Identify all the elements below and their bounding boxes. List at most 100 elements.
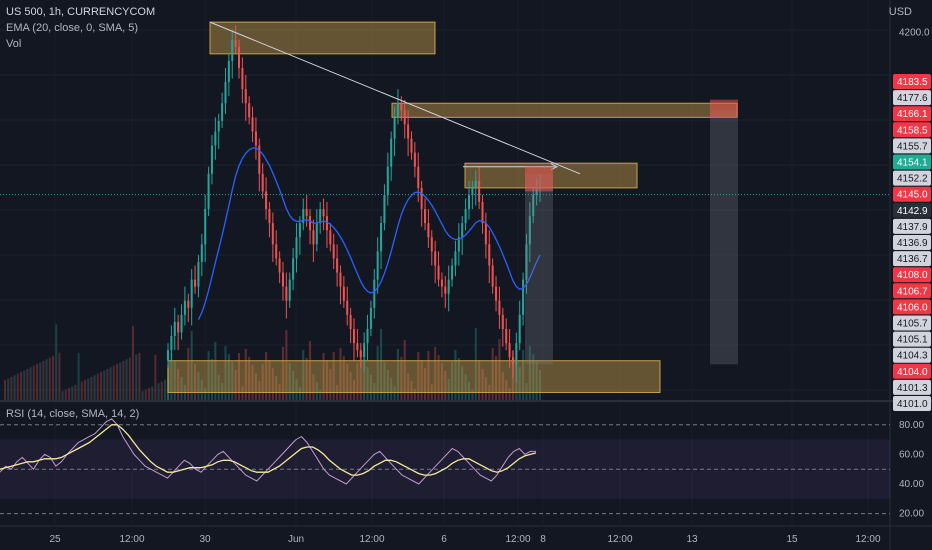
candle[interactable] [288, 279, 291, 301]
candle[interactable] [369, 307, 372, 329]
candle[interactable] [461, 223, 464, 238]
candle[interactable] [413, 152, 416, 167]
candle[interactable] [342, 286, 345, 301]
candle[interactable] [251, 117, 254, 132]
candle[interactable] [383, 194, 386, 224]
candle[interactable] [187, 300, 190, 308]
candle[interactable] [285, 286, 288, 301]
candle[interactable] [508, 343, 511, 358]
candle[interactable] [488, 244, 491, 266]
candle[interactable] [248, 103, 251, 118]
candle[interactable] [346, 300, 349, 315]
rsi-line[interactable] [0, 418, 536, 485]
rsi-legend[interactable]: RSI (14, close, SMA, 14, 2) [6, 408, 140, 420]
candle[interactable] [457, 237, 460, 252]
position-box-stop[interactable] [710, 99, 738, 118]
candle[interactable] [373, 279, 376, 308]
candle[interactable] [292, 258, 295, 280]
candle[interactable] [278, 258, 281, 273]
candle[interactable] [312, 230, 315, 245]
candle[interactable] [210, 145, 213, 174]
supply-demand-zone[interactable] [167, 360, 661, 393]
candle[interactable] [315, 223, 318, 245]
candle[interactable] [217, 120, 220, 132]
candle[interactable] [393, 117, 396, 139]
candle[interactable] [352, 328, 356, 344]
candle[interactable] [336, 258, 339, 273]
candle[interactable] [170, 336, 173, 351]
position-box-stop[interactable] [525, 166, 553, 192]
candle[interactable] [214, 131, 217, 146]
candle[interactable] [349, 314, 352, 329]
candle[interactable] [177, 321, 180, 333]
candle[interactable] [339, 272, 342, 287]
candle[interactable] [241, 67, 244, 90]
candle[interactable] [183, 300, 186, 315]
candle[interactable] [227, 60, 230, 83]
candle[interactable] [434, 251, 437, 266]
supply-demand-zone[interactable] [391, 102, 738, 118]
candle[interactable] [440, 279, 443, 287]
candle[interactable] [322, 209, 325, 217]
candle[interactable] [261, 173, 264, 192]
candle[interactable] [481, 202, 484, 224]
candle[interactable] [332, 244, 335, 259]
candle[interactable] [396, 103, 399, 118]
candle[interactable] [173, 321, 176, 337]
candle[interactable] [281, 272, 284, 287]
candle[interactable] [234, 39, 237, 47]
candle[interactable] [505, 328, 508, 344]
candle[interactable] [197, 261, 200, 287]
candle[interactable] [268, 209, 271, 224]
candle[interactable] [437, 265, 440, 280]
candle[interactable] [376, 251, 379, 280]
candle[interactable] [231, 39, 234, 61]
candle[interactable] [190, 279, 193, 308]
candle[interactable] [484, 223, 487, 245]
candle[interactable] [511, 357, 514, 365]
candle[interactable] [302, 209, 305, 224]
candle[interactable] [444, 286, 447, 294]
candle[interactable] [305, 209, 308, 217]
candle[interactable] [363, 343, 366, 358]
candle[interactable] [166, 350, 170, 361]
candle[interactable] [501, 314, 504, 329]
supply-demand-zone[interactable] [209, 21, 436, 55]
candle[interactable] [390, 138, 393, 167]
ema-line[interactable] [197, 147, 541, 320]
candle[interactable] [522, 279, 525, 315]
candle[interactable] [380, 223, 383, 252]
position-box-target[interactable] [710, 110, 738, 365]
candle[interactable] [474, 180, 477, 188]
candle[interactable] [528, 216, 531, 245]
candle[interactable] [430, 237, 433, 252]
candle[interactable] [498, 300, 501, 315]
candle[interactable] [295, 237, 298, 259]
candle[interactable] [424, 209, 427, 224]
candle[interactable] [238, 46, 241, 68]
candle[interactable] [518, 314, 521, 344]
position-box-target[interactable] [525, 173, 553, 365]
candle[interactable] [200, 244, 203, 262]
candle[interactable] [275, 244, 278, 259]
candle[interactable] [464, 209, 467, 224]
candle[interactable] [309, 216, 312, 231]
candle[interactable] [194, 279, 197, 287]
candle[interactable] [491, 265, 494, 287]
candle[interactable] [410, 138, 413, 153]
candle[interactable] [207, 173, 210, 210]
candle[interactable] [258, 145, 261, 174]
candle[interactable] [356, 343, 359, 351]
candle[interactable] [359, 350, 362, 358]
candle[interactable] [366, 328, 369, 344]
candle[interactable] [204, 209, 207, 245]
candle[interactable] [427, 223, 430, 238]
candle[interactable] [467, 194, 470, 210]
candle[interactable] [271, 223, 274, 245]
candle[interactable] [532, 194, 535, 217]
candle[interactable] [400, 103, 403, 111]
candle[interactable] [386, 166, 389, 195]
trend-line[interactable] [209, 21, 581, 175]
